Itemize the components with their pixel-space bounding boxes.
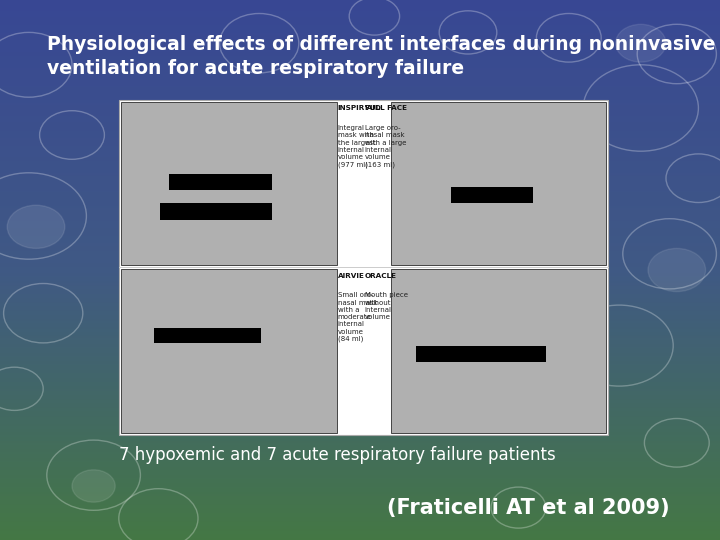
Text: ORACLE: ORACLE xyxy=(364,273,397,279)
Text: (Fraticelli AT et al 2009): (Fraticelli AT et al 2009) xyxy=(387,498,670,518)
Text: Small oro-
nasal mask
with a
moderate
internal
volume
(84 ml): Small oro- nasal mask with a moderate in… xyxy=(338,293,377,342)
Bar xyxy=(390,269,606,433)
Circle shape xyxy=(7,205,65,248)
Bar xyxy=(390,102,606,266)
Text: FULL FACE: FULL FACE xyxy=(364,105,407,111)
Text: AIRVIE: AIRVIE xyxy=(338,273,364,279)
Bar xyxy=(168,174,272,190)
Text: 7 hypoxemic and 7 acute respiratory failure patients: 7 hypoxemic and 7 acute respiratory fail… xyxy=(119,446,556,463)
Circle shape xyxy=(72,470,115,502)
Circle shape xyxy=(648,248,706,292)
Bar xyxy=(121,269,337,433)
Bar xyxy=(451,187,533,203)
Text: Large oro-
nasal mask
with a large
internal
volume
(163 ml): Large oro- nasal mask with a large inter… xyxy=(364,125,406,168)
Text: INSPIR'AID: INSPIR'AID xyxy=(338,105,382,111)
Circle shape xyxy=(616,24,666,62)
Bar xyxy=(119,100,608,435)
Bar xyxy=(416,346,546,362)
Bar xyxy=(160,203,272,220)
Text: Physiological effects of different interfaces during noninvasive
ventilation for: Physiological effects of different inter… xyxy=(47,35,715,78)
Text: Integral
mask with
the largest
internal
volume
(977 ml): Integral mask with the largest internal … xyxy=(338,125,376,168)
Bar xyxy=(121,102,337,266)
Bar xyxy=(153,328,261,343)
Text: Mouth piece
without
internal
volume: Mouth piece without internal volume xyxy=(364,293,408,320)
